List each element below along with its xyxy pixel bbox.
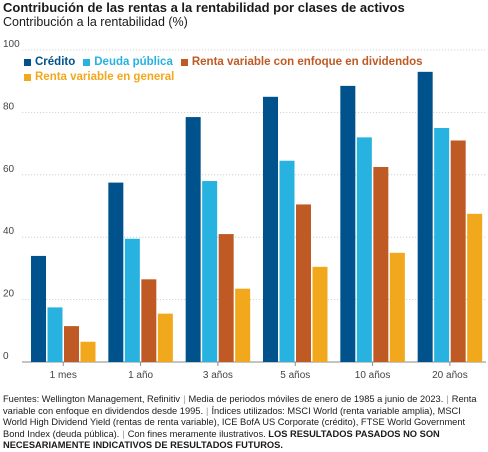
legend-item: Crédito: [24, 56, 75, 68]
y-tick-label: 100: [3, 39, 20, 50]
y-tick-label: 60: [3, 164, 15, 175]
footnote-illustrative: Con fines meramente ilustrativos.: [127, 428, 266, 439]
legend-swatch: [24, 73, 31, 81]
bar: [202, 181, 218, 362]
bar: [64, 326, 79, 362]
bar: [389, 252, 405, 362]
chart-legend: Crédito Deuda pública Renta variable con e…: [24, 56, 444, 86]
y-tick-label: 40: [3, 226, 15, 237]
footnote-indices: Índices utilizados: MSCI World (renta va…: [3, 405, 466, 439]
bar: [80, 341, 96, 362]
y-tick-label: 20: [3, 289, 15, 300]
bar: [263, 96, 278, 363]
bar: [124, 238, 140, 362]
footnote-disclaimer: LOS RESULTADOS PASADOS NO SON NECESARIAM…: [3, 428, 440, 451]
legend-label: Deuda pública: [94, 56, 173, 68]
legend-label: Crédito: [35, 56, 76, 68]
bar: [417, 71, 433, 362]
x-tick-label: 1 año: [128, 370, 153, 381]
bar: [157, 313, 173, 362]
bar: [108, 182, 124, 362]
legend-swatch: [83, 58, 91, 66]
bar: [356, 137, 372, 362]
footnote-dividend-note: Renta variable con enfoque en dividendos…: [3, 394, 477, 416]
bar: [467, 213, 483, 362]
bar: [31, 255, 46, 362]
bar: [235, 288, 251, 362]
footnote-sources: Fuentes: Wellington Management, Refiniti…: [3, 394, 181, 404]
bar: [279, 160, 295, 362]
legend-label: Renta variable con enfoque en dividendos: [191, 56, 423, 68]
legend-label: Renta variable en general: [35, 71, 175, 83]
bar: [450, 140, 466, 362]
chart-title: Contribución de las rentas a la rentabil…: [3, 0, 405, 15]
chart-subtitle: Contribución a la rentabilidad (%): [3, 15, 188, 29]
legend-item: Renta variable con enfoque en dividendos: [180, 56, 423, 68]
y-tick-label: 80: [3, 101, 15, 112]
bar-chart: 0 20 40 60 80 100 1 mes 1 año 3 años 5 años 10 año…: [3, 39, 486, 381]
x-tick-label: 5 años: [280, 370, 310, 381]
x-tick-label: 10 años: [355, 370, 391, 381]
x-tick-label: 1 mes: [50, 370, 77, 381]
x-tick-label: 20 años: [432, 370, 468, 381]
bar: [373, 167, 389, 362]
bar: [141, 279, 157, 362]
bar: [218, 234, 234, 362]
x-tick-label: 3 años: [203, 370, 233, 381]
y-tick-label: 0: [3, 351, 9, 362]
bar: [312, 266, 328, 362]
bar: [340, 85, 356, 362]
chart-footnote: Fuentes: Wellington Management, Refiniti…: [3, 394, 477, 451]
bar: [434, 128, 450, 362]
bar: [185, 117, 201, 362]
bar: [47, 307, 63, 362]
legend-swatch: [180, 58, 188, 66]
legend-item: Renta variable en general: [24, 71, 174, 83]
legend-item: Deuda pública: [83, 56, 173, 68]
bar: [296, 204, 311, 362]
legend-swatch: [24, 58, 31, 66]
footnote-period: Media de periodos móviles de enero de 19…: [188, 394, 444, 404]
